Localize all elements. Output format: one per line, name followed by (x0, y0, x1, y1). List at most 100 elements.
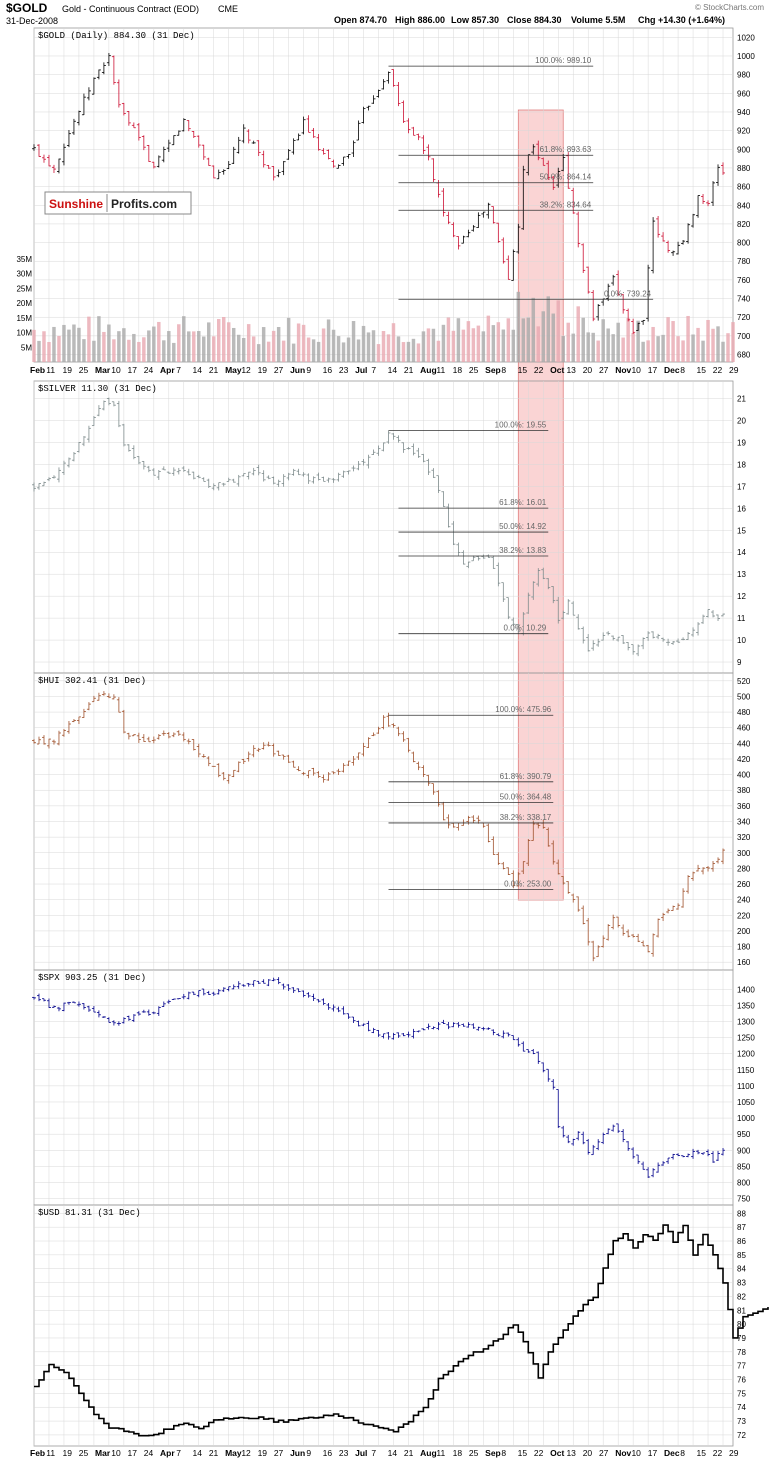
y-tick-label: 900 (737, 1146, 751, 1155)
volume-bar (571, 333, 575, 362)
x-tick-label: 13 (566, 365, 576, 375)
volume-bar (681, 340, 685, 362)
x-tick-label: 25 (79, 1448, 89, 1458)
volume-bar (286, 317, 291, 362)
x-tick-label: Dec (664, 1448, 680, 1458)
header-change: Chg +14.30 (+1.64%) (638, 15, 725, 25)
volume-bar (97, 316, 101, 362)
volume-tick-label: 5M (21, 343, 32, 352)
x-axis-top: Feb 11 19 25 Mar 10 17 24 Apr 7 14 21 May 12 19 27 Jun 9 1… (30, 365, 739, 375)
x-tick-label: 17 (128, 365, 138, 375)
header-source: © StockCharts.com (695, 3, 764, 12)
x-tick-label: May (225, 1448, 242, 1458)
header-open: Open 874.70 (334, 15, 387, 25)
volume-bar (241, 337, 246, 362)
volume-bar (197, 331, 201, 362)
volume-bar (311, 339, 316, 362)
y-tick-label: 950 (737, 1130, 751, 1139)
volume-bar (671, 321, 675, 362)
fib-label: 38.2%: 338.17 (500, 813, 552, 822)
volume-bar (47, 342, 51, 362)
volume-bar (217, 319, 221, 362)
volume-bar (212, 336, 216, 362)
chart-panels: 6807007207407607808008208408608809009209… (16, 27, 769, 1447)
volume-bar (371, 330, 376, 362)
volume-bar (496, 322, 501, 362)
volume-bar (721, 341, 725, 362)
volume-bar (376, 344, 381, 362)
header-description: Gold - Continuous Contract (EOD) (62, 4, 199, 14)
volume-bar (187, 331, 191, 362)
y-tick-label: 700 (737, 332, 751, 341)
x-tick-label: Jul (355, 365, 367, 375)
y-tick-label: 17 (737, 482, 746, 491)
y-tick-label: 480 (737, 708, 751, 717)
y-tick-label: 760 (737, 276, 751, 285)
x-tick-label: 23 (339, 365, 349, 375)
y-tick-label: 15 (737, 526, 746, 535)
y-tick-label: 800 (737, 1178, 751, 1187)
y-tick-label: 750 (737, 1195, 751, 1204)
x-tick-label: 18 (453, 1448, 463, 1458)
volume-bar (656, 336, 660, 362)
panel-gold: 680 700 720 740 760 780 800 820 840 860 880 900 920 9… (16, 27, 755, 363)
volume-bar (167, 331, 171, 362)
x-tick-label: 25 (469, 365, 479, 375)
volume-bar (321, 328, 326, 362)
y-tick-label: 1100 (737, 1082, 755, 1091)
x-tick-label: Apr (160, 1448, 175, 1458)
y-tick-label: 400 (737, 771, 751, 780)
y-tick-label: 720 (737, 313, 751, 322)
volume-bar (566, 322, 570, 362)
x-tick-label: Aug (420, 365, 437, 375)
y-tick-label: 800 (737, 239, 751, 248)
chart-header: $GOLD Gold - Continuous Contract (EOD) C… (6, 1, 764, 26)
x-tick-label: 10 (631, 1448, 641, 1458)
fib-label: 50.0%: 364.48 (500, 792, 552, 801)
x-tick-label: Feb (30, 365, 45, 375)
panel-label: $HUI 302.41 (31 Dec) (38, 676, 146, 686)
fib-label: 0.0%: 739.24 (604, 289, 652, 298)
y-tick-label: 1400 (737, 985, 755, 994)
volume-tick-label: 25M (16, 284, 32, 293)
highlight-band (517, 109, 564, 901)
volume-bar (366, 332, 371, 362)
volume-bar (301, 324, 306, 362)
volume-bar (716, 326, 720, 362)
y-tick-label: 1300 (737, 1018, 755, 1027)
volume-bar (621, 337, 625, 362)
x-tick-label: 7 (371, 365, 376, 375)
volume-bar (651, 326, 655, 362)
y-tick-label: 1250 (737, 1034, 755, 1043)
volume-bar (117, 331, 121, 362)
y-tick-label: 85 (737, 1251, 746, 1260)
y-tick-label: 780 (737, 257, 751, 266)
x-tick-label: Mar (95, 365, 111, 375)
volume-bar (32, 329, 36, 362)
volume-bar (451, 330, 456, 362)
fib-label: 50.0%: 14.92 (499, 522, 547, 531)
volume-bar (251, 336, 256, 362)
y-tick-label: 73 (737, 1417, 746, 1426)
y-tick-label: 360 (737, 802, 751, 811)
y-tick-label: 1000 (737, 1114, 755, 1123)
fib-label: 38.2%: 13.83 (499, 546, 547, 555)
volume-bar (202, 336, 206, 362)
x-tick-label: 8 (680, 365, 685, 375)
y-tick-label: 72 (737, 1431, 746, 1440)
volume-bar (691, 334, 695, 362)
panel-usd: 72 73 74 75 76 77 78 79 80 81 82 83 84 85 86 87 88 $USD 8… (33, 1204, 769, 1447)
y-tick-label: 88 (737, 1209, 746, 1218)
volume-bar (266, 341, 271, 362)
header-high: High 886.00 (395, 15, 445, 25)
y-tick-label: 76 (737, 1376, 746, 1385)
volume-bar (441, 324, 446, 362)
x-tick-label: 11 (436, 1448, 445, 1458)
volume-bar (516, 291, 521, 362)
x-tick-label: 22 (713, 365, 723, 375)
header-close: Close 884.30 (507, 15, 562, 25)
y-tick-label: 10 (737, 636, 746, 645)
volume-bar (192, 331, 196, 362)
logo-profits: Profits.com (111, 197, 177, 211)
